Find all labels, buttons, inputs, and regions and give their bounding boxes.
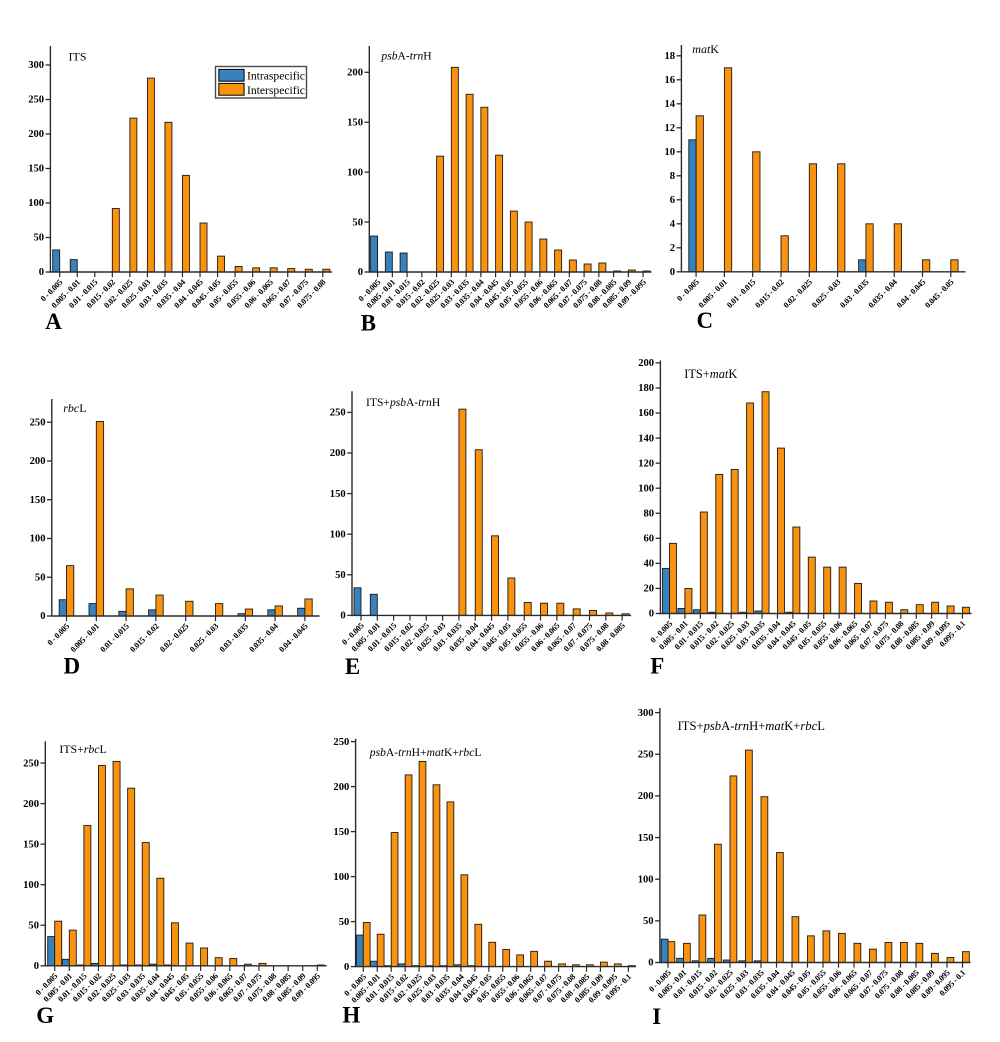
svg-text:150: 150 xyxy=(638,833,654,844)
svg-text:150: 150 xyxy=(23,839,39,850)
svg-text:40: 40 xyxy=(644,559,655,570)
svg-text:psbA-trnH+matK+rbcL: psbA-trnH+matK+rbcL xyxy=(369,746,482,759)
svg-text:250: 250 xyxy=(333,737,349,748)
svg-text:100: 100 xyxy=(638,483,654,494)
svg-text:250: 250 xyxy=(28,95,44,106)
svg-text:10: 10 xyxy=(665,147,676,158)
svg-text:0: 0 xyxy=(39,267,44,278)
svg-text:200: 200 xyxy=(28,129,44,140)
svg-text:200: 200 xyxy=(30,456,46,467)
svg-text:ITS+psbA-trnH+matK+rbcL: ITS+psbA-trnH+matK+rbcL xyxy=(678,719,825,733)
svg-text:180: 180 xyxy=(638,383,654,394)
svg-text:4: 4 xyxy=(670,219,676,230)
svg-text:50: 50 xyxy=(352,217,363,228)
svg-text:80: 80 xyxy=(644,508,655,519)
svg-text:ITS+matK: ITS+matK xyxy=(684,367,737,381)
svg-text:140: 140 xyxy=(638,433,654,444)
svg-text:160: 160 xyxy=(638,408,654,419)
svg-text:8: 8 xyxy=(670,171,675,182)
svg-text:20: 20 xyxy=(644,584,655,595)
svg-text:200: 200 xyxy=(333,782,349,793)
svg-text:C: C xyxy=(697,308,714,333)
svg-text:18: 18 xyxy=(665,51,676,62)
svg-text:0: 0 xyxy=(648,958,653,969)
svg-text:0: 0 xyxy=(670,267,675,278)
svg-text:2: 2 xyxy=(670,243,675,254)
svg-text:Intraspecific: Intraspecific xyxy=(247,70,305,83)
svg-text:150: 150 xyxy=(330,489,346,500)
svg-text:B: B xyxy=(361,311,376,336)
svg-text:100: 100 xyxy=(330,529,346,540)
svg-text:14: 14 xyxy=(665,99,676,110)
svg-text:100: 100 xyxy=(333,872,349,883)
svg-text:D: D xyxy=(64,654,81,679)
svg-text:250: 250 xyxy=(638,749,654,760)
svg-text:0: 0 xyxy=(344,962,349,973)
svg-text:100: 100 xyxy=(30,534,46,545)
svg-text:F: F xyxy=(650,653,664,678)
svg-text:50: 50 xyxy=(35,572,46,583)
svg-text:150: 150 xyxy=(28,164,44,175)
svg-text:0: 0 xyxy=(340,611,345,622)
svg-text:250: 250 xyxy=(30,417,46,428)
svg-text:psbA-trnH: psbA-trnH xyxy=(380,50,432,63)
svg-text:150: 150 xyxy=(347,117,363,128)
svg-text:Interspecific: Interspecific xyxy=(247,84,305,97)
svg-text:200: 200 xyxy=(347,68,363,79)
svg-text:120: 120 xyxy=(638,458,654,469)
svg-text:50: 50 xyxy=(34,233,45,244)
svg-text:50: 50 xyxy=(339,917,350,928)
svg-text:rbcL: rbcL xyxy=(63,401,86,415)
svg-text:300: 300 xyxy=(638,708,654,719)
svg-text:A: A xyxy=(45,309,62,334)
svg-text:I: I xyxy=(652,1004,661,1029)
svg-text:200: 200 xyxy=(23,799,39,810)
svg-text:150: 150 xyxy=(333,827,349,838)
svg-text:200: 200 xyxy=(638,358,654,369)
svg-text:150: 150 xyxy=(30,495,46,506)
svg-text:200: 200 xyxy=(638,791,654,802)
svg-text:100: 100 xyxy=(347,167,363,178)
svg-text:100: 100 xyxy=(638,874,654,885)
svg-text:50: 50 xyxy=(335,570,346,581)
svg-text:0: 0 xyxy=(40,611,45,622)
svg-text:50: 50 xyxy=(28,920,39,931)
svg-text:250: 250 xyxy=(330,408,346,419)
svg-text:300: 300 xyxy=(28,60,44,71)
svg-text:250: 250 xyxy=(23,758,39,769)
svg-text:60: 60 xyxy=(644,534,655,545)
svg-text:100: 100 xyxy=(28,198,44,209)
svg-text:matK: matK xyxy=(692,42,719,56)
svg-text:G: G xyxy=(36,1003,54,1028)
svg-text:ITS+psbA-trnH: ITS+psbA-trnH xyxy=(366,396,441,409)
svg-text:0: 0 xyxy=(649,609,654,620)
svg-text:12: 12 xyxy=(665,123,676,134)
svg-text:200: 200 xyxy=(330,448,346,459)
svg-text:16: 16 xyxy=(665,75,676,86)
svg-text:H: H xyxy=(342,1003,360,1028)
svg-text:50: 50 xyxy=(643,916,654,927)
svg-text:0: 0 xyxy=(34,961,39,972)
svg-text:6: 6 xyxy=(670,195,675,206)
svg-text:ITS: ITS xyxy=(69,49,87,63)
svg-text:100: 100 xyxy=(23,880,39,891)
svg-text:0: 0 xyxy=(358,267,363,278)
svg-text:ITS+rbcL: ITS+rbcL xyxy=(59,742,106,756)
svg-text:E: E xyxy=(345,654,360,679)
